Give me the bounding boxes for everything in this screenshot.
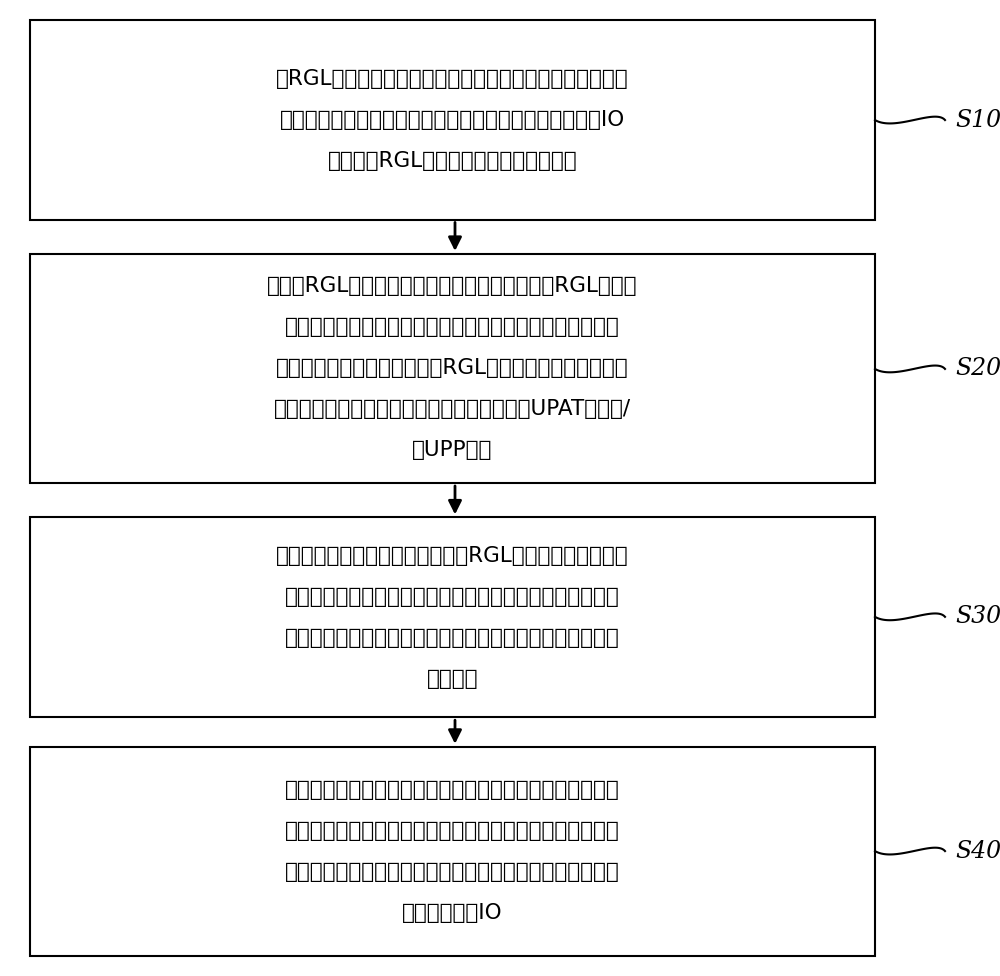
Text: ，并判断RGL系统的逻辑柜是否出现故障: ，并判断RGL系统的逻辑柜是否出现故障 [328, 150, 577, 171]
Text: 机组的第一组IO: 机组的第一组IO [402, 903, 503, 923]
Text: S30: S30 [955, 605, 1000, 629]
Text: 述电源柜执行所述控制指令中包含的提插事件，从而控制与: 述电源柜执行所述控制指令中包含的提插事件，从而控制与 [285, 821, 620, 841]
Text: 在RGL试验过程中，若监测到发电机组的控制棒组处于与非: 在RGL试验过程中，若监测到发电机组的控制棒组处于与非 [276, 68, 629, 89]
Text: 要求棒位对应的移动闭锁状态，将所述发电机组记第一组IO: 要求棒位对应的移动闭锁状态，将所述发电机组记第一组IO [280, 109, 625, 130]
FancyBboxPatch shape [30, 20, 875, 220]
Text: 在确认RGL系统的逻辑柜出现故障时，通过所述RGL系统的: 在确认RGL系统的逻辑柜出现故障时，通过所述RGL系统的 [267, 276, 638, 297]
Text: 性连接；所述故障机架为所述逻辑柜中包含的UPAT机架或/: 性连接；所述故障机架为所述逻辑柜中包含的UPAT机架或/ [274, 399, 631, 420]
Text: S10: S10 [955, 108, 1000, 132]
Text: 源柜通信连接；所述电源柜与RGL系统中的所有控制棒组电: 源柜通信连接；所述电源柜与RGL系统中的所有控制棒组电 [276, 358, 629, 379]
FancyBboxPatch shape [30, 747, 875, 956]
FancyBboxPatch shape [30, 254, 875, 483]
Text: 制板快速提插装置与所述电源柜通信连接，进而通过所述控: 制板快速提插装置与所述电源柜通信连接，进而通过所述控 [285, 587, 620, 607]
Text: 所述故障机架对应的控制棒组移动至要求棒位，以消除发电: 所述故障机架对应的控制棒组移动至要求棒位，以消除发电 [285, 862, 620, 882]
Text: 闭锁状态: 闭锁状态 [427, 669, 478, 689]
Text: 通过控制板快速提插装置向所述电源柜发送控制指令，令所: 通过控制板快速提插装置向所述电源柜发送控制指令，令所 [285, 780, 620, 800]
Text: 和UPP机架: 和UPP机架 [412, 440, 493, 461]
FancyBboxPatch shape [30, 517, 875, 717]
Text: 电源柜确定所述逻辑柜中的故障机架；所述逻辑柜与所述电: 电源柜确定所述逻辑柜中的故障机架；所述逻辑柜与所述电 [285, 317, 620, 338]
Text: 将控制板快速提插装置安装至所述RGL系统中，以令所述控: 将控制板快速提插装置安装至所述RGL系统中，以令所述控 [276, 546, 629, 566]
Text: 制板快速提插装置控制所述电源柜解除所述控制棒组的移动: 制板快速提插装置控制所述电源柜解除所述控制棒组的移动 [285, 628, 620, 648]
Text: S40: S40 [955, 839, 1000, 863]
Text: S20: S20 [955, 357, 1000, 381]
